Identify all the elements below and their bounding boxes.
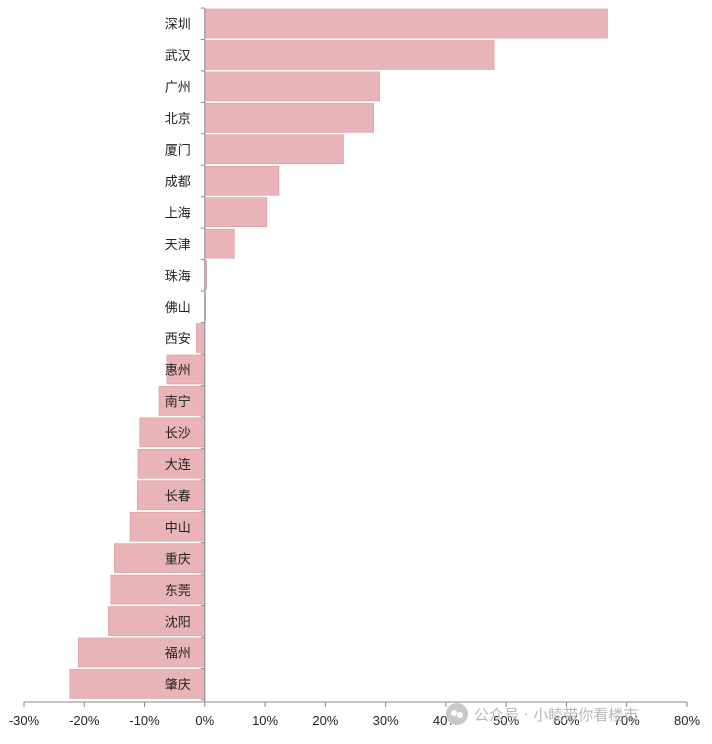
category-label-上海: 上海: [165, 206, 191, 221]
category-label-南宁: 南宁: [165, 394, 191, 410]
bar-厦门: [204, 134, 344, 165]
x-tick-label: 20%: [312, 713, 338, 728]
category-label-福州: 福州: [165, 647, 191, 662]
x-tick-label: 10%: [252, 713, 278, 728]
bar-成都: [204, 165, 280, 196]
category-label-大连: 大连: [165, 457, 191, 473]
category-label-惠州: 惠州: [165, 364, 191, 379]
x-tick-label: 50%: [493, 713, 519, 728]
bar-长沙: [139, 417, 206, 448]
category-label-中山: 中山: [165, 521, 191, 536]
bar-东莞: [110, 574, 206, 605]
category-label-佛山: 佛山: [165, 301, 191, 316]
category-label-深圳: 深圳: [165, 18, 191, 33]
bar-重庆: [114, 543, 206, 573]
bar-北京: [204, 103, 374, 133]
category-label-天津: 天津: [165, 238, 191, 253]
bar-大连: [137, 448, 206, 479]
bar-广州: [204, 71, 380, 102]
bar-福州: [77, 637, 206, 668]
category-label-珠海: 珠海: [165, 269, 191, 284]
x-tick-label: 60%: [553, 713, 579, 728]
x-tick-label: 30%: [373, 713, 399, 728]
bar-惠州: [166, 354, 206, 385]
watermark-text: 公众号 · 小睦带你看楼市: [474, 705, 639, 724]
bar-武汉: [204, 40, 495, 70]
bar-天津: [204, 228, 235, 259]
category-label-武汉: 武汉: [165, 49, 191, 64]
category-label-成都: 成都: [165, 175, 191, 190]
bar-深圳: [204, 8, 608, 39]
x-tick-label: -10%: [129, 713, 160, 728]
watermark: 公众号 · 小睦带你看楼市: [446, 702, 638, 726]
category-label-肇庆: 肇庆: [165, 678, 191, 693]
wechat-icon: [446, 703, 468, 725]
category-label-厦门: 厦门: [165, 144, 191, 159]
x-tick-label: -30%: [9, 713, 40, 728]
category-label-北京: 北京: [165, 112, 191, 127]
category-label-东莞: 东莞: [165, 584, 191, 599]
x-tick-label: -20%: [69, 713, 100, 728]
x-tick-label: 70%: [614, 713, 640, 728]
bar-长春: [137, 480, 206, 511]
category-label-广州: 广州: [165, 81, 191, 96]
bar-中山: [129, 511, 206, 542]
category-label-长沙: 长沙: [165, 427, 191, 442]
category-label-长春: 长春: [165, 489, 191, 504]
category-label-重庆: 重庆: [165, 551, 191, 567]
category-label-沈阳: 沈阳: [165, 615, 191, 630]
category-label-西安: 西安: [165, 332, 191, 347]
x-tick-label: 0%: [195, 713, 214, 728]
bar-西安: [196, 323, 206, 353]
x-tick-label: 80%: [674, 713, 700, 728]
bar-上海: [204, 197, 268, 227]
bar-沈阳: [108, 606, 206, 636]
